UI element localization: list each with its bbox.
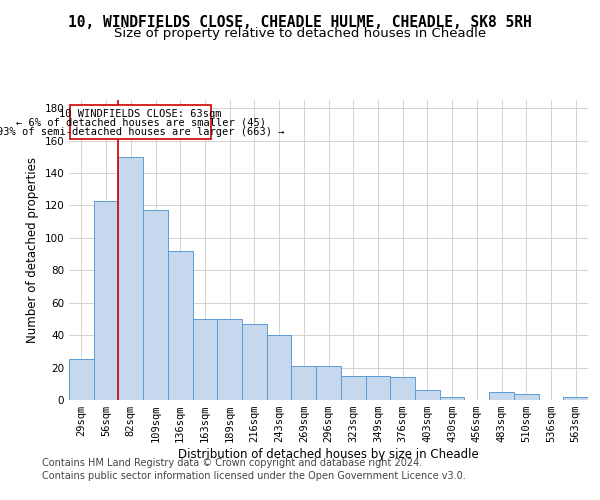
Text: Size of property relative to detached houses in Cheadle: Size of property relative to detached ho…: [114, 28, 486, 40]
Bar: [292, 366, 316, 400]
Bar: [94, 200, 118, 400]
Bar: [69, 360, 94, 400]
Bar: [390, 378, 415, 400]
Bar: [514, 394, 539, 400]
Text: Contains public sector information licensed under the Open Government Licence v3: Contains public sector information licen…: [42, 471, 466, 481]
Text: 93% of semi-detached houses are larger (663) →: 93% of semi-detached houses are larger (…: [0, 126, 284, 136]
Y-axis label: Number of detached properties: Number of detached properties: [26, 157, 39, 343]
Bar: [440, 397, 464, 400]
Text: Contains HM Land Registry data © Crown copyright and database right 2024.: Contains HM Land Registry data © Crown c…: [42, 458, 422, 468]
Text: 10 WINDFIELDS CLOSE: 63sqm: 10 WINDFIELDS CLOSE: 63sqm: [59, 109, 222, 119]
Bar: [341, 376, 365, 400]
Bar: [118, 157, 143, 400]
Bar: [143, 210, 168, 400]
Bar: [316, 366, 341, 400]
Bar: [563, 397, 588, 400]
Bar: [242, 324, 267, 400]
Bar: [365, 376, 390, 400]
Bar: [217, 319, 242, 400]
X-axis label: Distribution of detached houses by size in Cheadle: Distribution of detached houses by size …: [178, 448, 479, 461]
Text: 10, WINDFIELDS CLOSE, CHEADLE HULME, CHEADLE, SK8 5RH: 10, WINDFIELDS CLOSE, CHEADLE HULME, CHE…: [68, 15, 532, 30]
Bar: [489, 392, 514, 400]
Bar: [415, 390, 440, 400]
Bar: [168, 251, 193, 400]
Bar: [193, 319, 217, 400]
Bar: [267, 335, 292, 400]
FancyBboxPatch shape: [70, 105, 211, 139]
Text: ← 6% of detached houses are smaller (45): ← 6% of detached houses are smaller (45): [16, 118, 266, 128]
